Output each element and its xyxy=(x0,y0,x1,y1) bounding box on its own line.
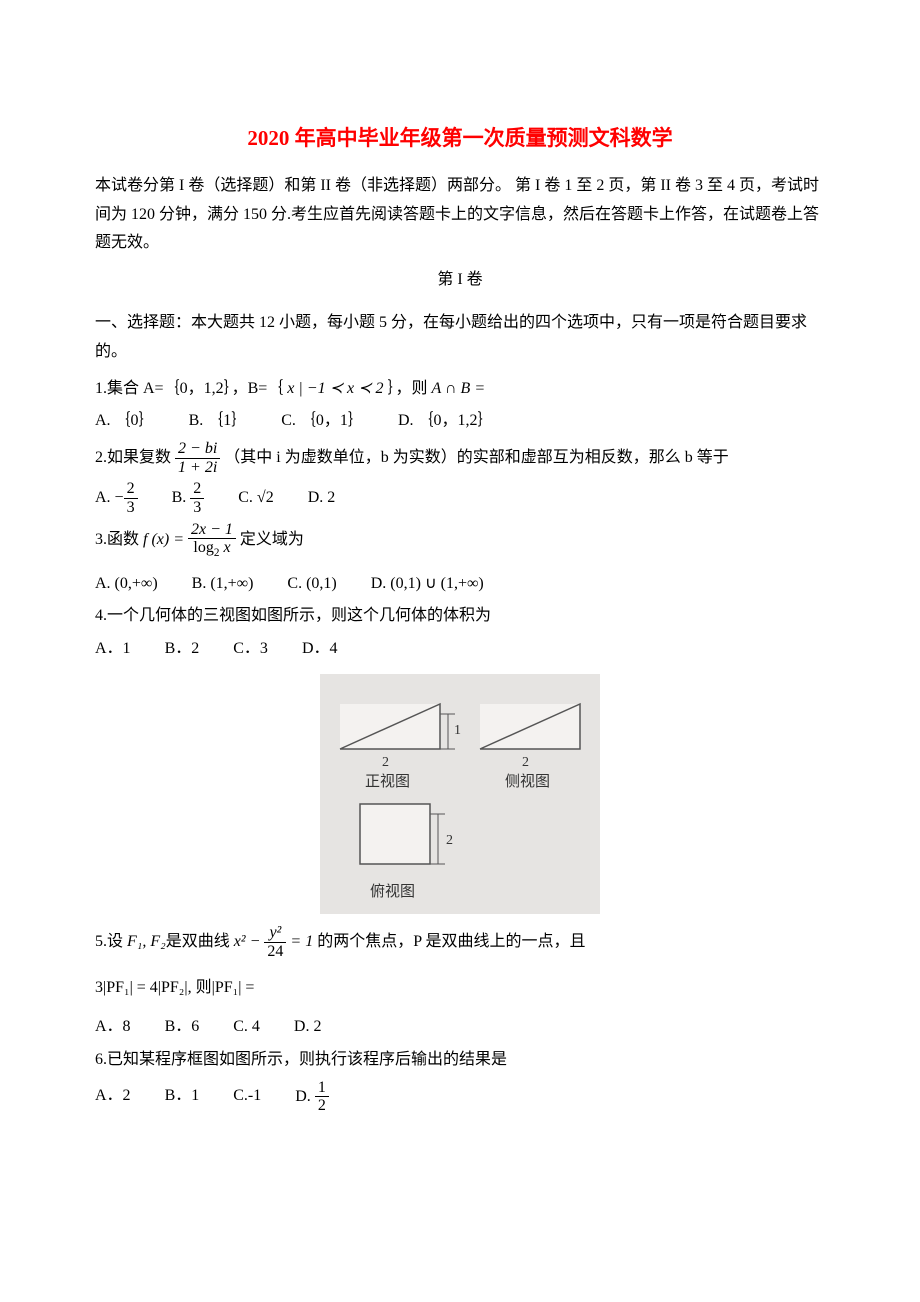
q5-options: A．8 B．6 C. 4 D. 2 xyxy=(95,1013,825,1042)
q3-frac-den: log2 x xyxy=(188,539,236,560)
q5-line2-mid: 则 xyxy=(196,979,212,996)
top-view-label: 俯视图 xyxy=(370,883,415,900)
q4-options: A．1 B．2 C．3 D．4 xyxy=(95,635,825,664)
q5-option-A: A．8 xyxy=(95,1013,131,1042)
section-label: 第 I 卷 xyxy=(95,266,825,295)
q3-fn-lhs: f (x) = xyxy=(143,531,188,548)
top-dim2-label: 2 xyxy=(446,833,453,848)
q3-log-arg: x xyxy=(219,539,230,556)
question-5-line1: 5.设 F₁, F₂是双曲线 x² − y²24 = 1 的两个焦点，P 是双曲… xyxy=(95,924,825,960)
q1-stem-prefix: 1.集合 A=｛0，1,2｝，B=｛ xyxy=(95,380,283,397)
q3-option-C: C. (0,1) xyxy=(287,570,336,599)
exam-title: 2020 年高中毕业年级第一次质量预测文科数学 xyxy=(95,120,825,158)
q2-A-frac: 23 xyxy=(124,480,138,516)
question-2: 2.如果复数 2 − bi1 + 2i （其中 i 为虚数单位，b 为实数）的实… xyxy=(95,440,825,476)
side-dim2-label: 2 xyxy=(522,755,529,770)
q3-option-D: D. (0,1) ∪ (1,+∞) xyxy=(371,570,484,599)
q2-option-B: B. 23 xyxy=(172,480,205,516)
q5-option-C: C. 4 xyxy=(233,1013,260,1042)
section-instruction: 一、选择题：本大题共 12 小题，每小题 5 分，在每小题给出的四个选项中，只有… xyxy=(95,309,825,367)
q3-frac-num: 2x − 1 xyxy=(188,521,236,540)
q6-D-frac: 12 xyxy=(315,1079,329,1115)
question-1: 1.集合 A=｛0，1,2｝，B=｛ x | −1 ≺ x ≺ 2 ｝，则 A … xyxy=(95,375,825,404)
q2-stem-prefix: 2.如果复数 xyxy=(95,449,175,466)
q1-option-A: A. ｛0｝ xyxy=(95,407,155,436)
q2-A-num: 2 xyxy=(124,480,138,499)
q5-hyper-rhs: = 1 xyxy=(286,933,313,950)
q2-options: A. −23 B. 23 C. √2 D. 2 xyxy=(95,480,825,516)
q2-A-den: 3 xyxy=(124,499,138,517)
q2-B-frac: 23 xyxy=(190,480,204,516)
question-4: 4.一个几何体的三视图如图所示，则这个几何体的体积为 xyxy=(95,602,825,631)
q5-line2-rhs: |PF₁| = xyxy=(212,979,255,996)
q5-option-D: D. 2 xyxy=(294,1013,322,1042)
q6-option-B: B．1 xyxy=(165,1082,200,1111)
side-view-label: 侧视图 xyxy=(505,773,550,790)
q3-stem-suffix: 定义域为 xyxy=(236,531,304,548)
q2-option-A: A. −23 xyxy=(95,480,138,516)
q2-C-prefix: C. xyxy=(238,489,257,506)
q2-A-prefix: A. − xyxy=(95,489,124,506)
q6-option-A: A．2 xyxy=(95,1082,131,1111)
q6-D-num: 1 xyxy=(315,1079,329,1098)
q6-options: A．2 B．1 C.-1 D. 12 xyxy=(95,1079,825,1115)
q2-frac-den: 1 + 2i xyxy=(175,459,220,477)
q2-B-den: 3 xyxy=(190,499,204,517)
q2-B-prefix: B. xyxy=(172,489,191,506)
exam-intro: 本试卷分第 I 卷（选择题）和第 II 卷（非选择题）两部分。 第 I 卷 1 … xyxy=(95,172,825,258)
q6-D-den: 2 xyxy=(315,1097,329,1115)
question-6: 6.已知某程序框图如图所示，则执行该程序后输出的结果是 xyxy=(95,1046,825,1075)
q5-frac-den: 24 xyxy=(264,943,286,961)
q5-line2-lhs: 3|PF₁| = 4|PF₂|, xyxy=(95,979,196,996)
q5-stem-mid1: 是双曲线 xyxy=(166,933,234,950)
q1-set-expr: x | −1 ≺ x ≺ 2 xyxy=(283,380,387,397)
question-5-line2: 3|PF₁| = 4|PF₂|, 则|PF₁| = xyxy=(95,974,825,1003)
q5-option-B: B．6 xyxy=(165,1013,200,1042)
front-dim1-label: 1 xyxy=(454,723,461,738)
top-view-square xyxy=(360,804,430,864)
q1-options: A. ｛0｝ B. ｛1｝ C. ｛0，1｝ D. ｛0，1,2｝ xyxy=(95,407,825,436)
q2-B-num: 2 xyxy=(190,480,204,499)
q3-option-B: B. (1,+∞) xyxy=(192,570,254,599)
q2-option-C: C. √2 xyxy=(238,484,273,513)
q2-fraction: 2 − bi1 + 2i xyxy=(175,440,220,476)
three-view-diagram: 1 2 正视图 2 侧视图 2 俯视图 xyxy=(320,674,600,914)
question-3: 3.函数 f (x) = 2x − 1log2 x 定义域为 xyxy=(95,521,825,560)
q3-fraction: 2x − 1log2 x xyxy=(188,521,236,560)
q5-fraction: y²24 xyxy=(264,924,286,960)
q6-D-prefix: D. xyxy=(295,1087,315,1104)
front-view-label: 正视图 xyxy=(365,773,410,790)
q1-stem-mid: ｝，则 xyxy=(388,380,432,397)
q1-result-expr: A ∩ B = xyxy=(432,380,486,397)
q4-option-B: B．2 xyxy=(165,635,200,664)
q5-stem-prefix: 5.设 xyxy=(95,933,127,950)
q4-option-A: A．1 xyxy=(95,635,131,664)
q2-stem-suffix: （其中 i 为虚数单位，b 为实数）的实部和虚部互为相反数，那么 b 等于 xyxy=(220,449,728,466)
q1-option-B: B. ｛1｝ xyxy=(189,407,248,436)
q5-hyper-lhs: x² − xyxy=(234,933,265,950)
q3-options: A. (0,+∞) B. (1,+∞) C. (0,1) D. (0,1) ∪ … xyxy=(95,570,825,599)
q3-log: log xyxy=(193,539,213,556)
q6-option-C: C.-1 xyxy=(233,1082,261,1111)
q4-figure: 1 2 正视图 2 侧视图 2 俯视图 xyxy=(95,674,825,914)
q3-option-A: A. (0,+∞) xyxy=(95,570,158,599)
q1-option-C: C. ｛0，1｝ xyxy=(281,407,364,436)
q3-stem-prefix: 3.函数 xyxy=(95,531,143,548)
q2-C-val: √2 xyxy=(257,489,274,506)
q4-option-D: D．4 xyxy=(302,635,338,664)
front-dim2-label: 2 xyxy=(382,755,389,770)
q4-option-C: C．3 xyxy=(233,635,268,664)
q2-option-D: D. 2 xyxy=(308,484,336,513)
q5-frac-num: y² xyxy=(264,924,286,943)
q6-option-D: D. 12 xyxy=(295,1079,329,1115)
q5-stem-mid2: 的两个焦点，P 是双曲线上的一点，且 xyxy=(313,933,585,950)
q2-frac-num: 2 − bi xyxy=(175,440,220,459)
q5-foci: F₁, F₂ xyxy=(127,933,166,950)
page: 2020 年高中毕业年级第一次质量预测文科数学 本试卷分第 I 卷（选择题）和第… xyxy=(0,0,920,1159)
q1-option-D: D. ｛0，1,2｝ xyxy=(398,407,494,436)
